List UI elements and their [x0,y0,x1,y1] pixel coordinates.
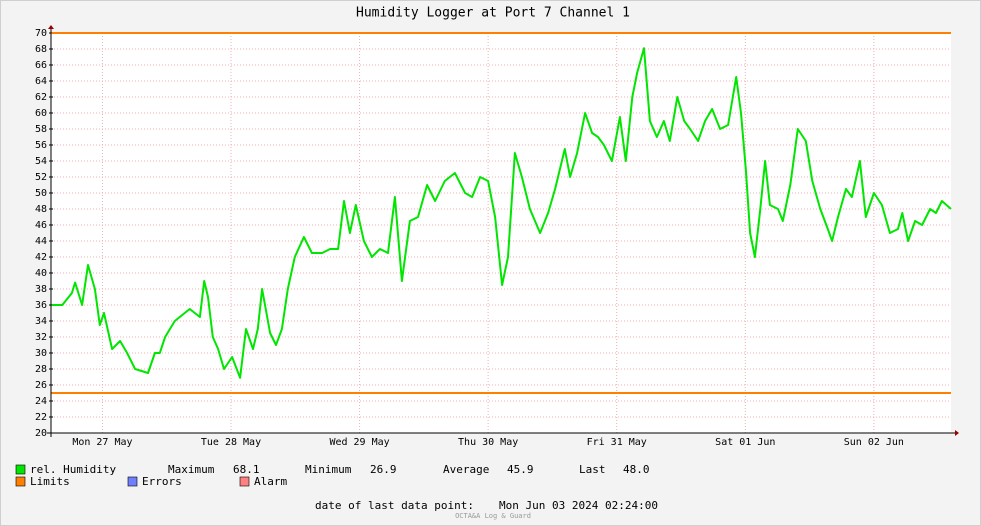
y-tick-label: 70 [35,28,47,39]
footer-label: date of last data point: [315,499,474,512]
stat-value: 68.1 [233,463,260,476]
y-tick-label: 64 [35,76,47,87]
chart-title: Humidity Logger at Port 7 Channel 1 [356,6,630,21]
y-arrow [48,25,54,29]
legend-swatch [239,476,250,487]
legend-swatch [15,464,26,475]
y-tick-label: 30 [35,348,47,359]
stat-value: 48.0 [623,463,650,476]
y-tick-label: 60 [35,108,47,119]
y-tick-label: 26 [35,380,47,391]
y-tick-label: 54 [35,156,47,167]
x-tick-label: Thu 30 May [458,437,518,448]
x-tick-label: Fri 31 May [587,437,647,448]
y-tick-label: 52 [35,172,47,183]
x-tick-label: Sun 02 Jun [844,437,904,448]
x-tick-label: Wed 29 May [329,437,389,448]
series-line [51,47,952,379]
y-tick-label: 42 [35,252,47,263]
legend-label: Alarm [254,475,287,488]
footer-date: Mon Jun 03 2024 02:24:00 [499,499,658,512]
y-tick-label: 28 [35,364,47,375]
y-tick-label: 32 [35,332,47,343]
y-tick-label: 38 [35,284,47,295]
x-arrow [955,430,959,436]
y-tick-label: 34 [35,316,47,327]
y-tick-label: 50 [35,188,47,199]
y-tick-label: 24 [35,396,47,407]
y-tick-label: 40 [35,268,47,279]
y-tick-label: 62 [35,92,47,103]
y-tick-label: 66 [35,60,47,71]
legend-label: rel. Humidity [30,463,116,476]
stat-value: 26.9 [370,463,397,476]
legend-swatch [127,476,138,487]
y-tick-label: 36 [35,300,47,311]
plot-area [51,33,951,433]
watermark: OCTA&A Log & Guard [455,512,531,520]
y-tick-label: 22 [35,412,47,423]
stat-value: 45.9 [507,463,534,476]
legend-label: Limits [30,475,70,488]
x-tick-label: Tue 28 May [201,437,261,448]
axes [47,25,959,437]
marks [51,32,952,394]
x-tick-label: Sat 01 Jun [715,437,775,448]
stat-label: Maximum [168,463,215,476]
legend-swatch [15,476,26,487]
stat-label: Last [579,463,606,476]
legend-label: Errors [142,475,182,488]
y-tick-label: 68 [35,44,47,55]
x-tick-label: Mon 27 May [72,437,132,448]
y-tick-label: 44 [35,236,47,247]
y-tick-label: 58 [35,124,47,135]
y-tick-label: 20 [35,428,47,439]
y-tick-label: 48 [35,204,47,215]
y-tick-label: 56 [35,140,47,151]
legend: rel. Humidity Maximum 68.1 Minimum 26.9 Avera… [15,463,650,488]
stat-label: Minimum [305,463,352,476]
stat-label: Average [443,463,489,476]
y-tick-label: 46 [35,220,47,231]
